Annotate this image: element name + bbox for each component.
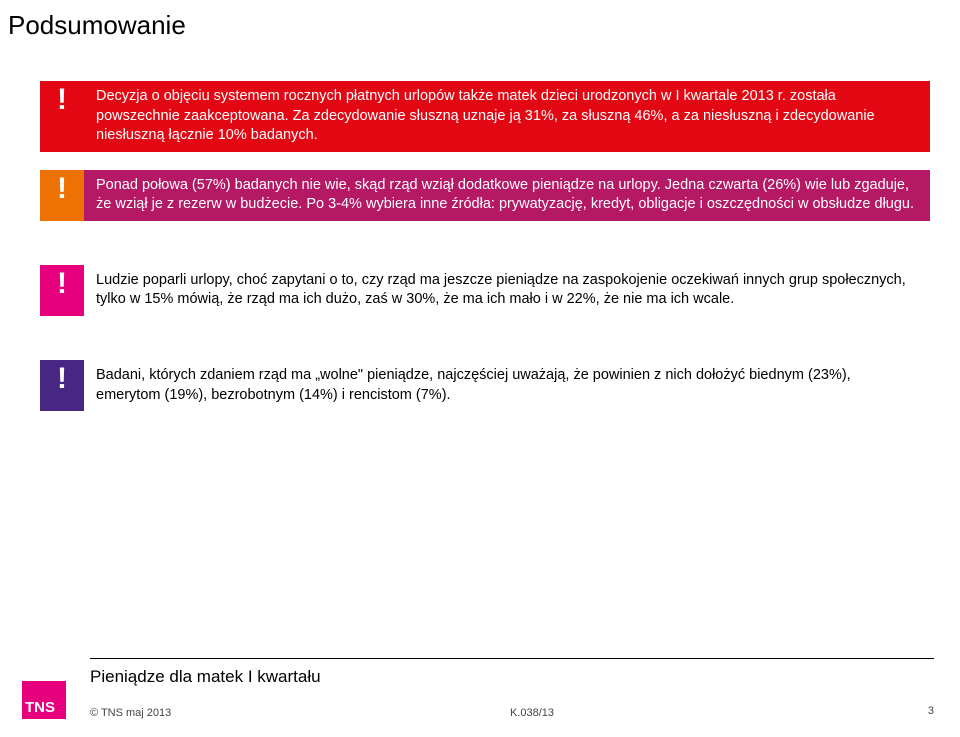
content-area: ! Decyzja o objęciu systemem rocznych pł… xyxy=(0,41,960,411)
footer-divider xyxy=(90,658,934,659)
footer-docref: K.038/13 xyxy=(510,707,870,719)
summary-block-2: ! Ponad połowa (57%) badanych nie wie, s… xyxy=(40,170,930,221)
exclamation-icon: ! xyxy=(40,360,84,411)
tns-logo: TNS xyxy=(22,681,66,719)
footer: Pieniądze dla matek I kwartału TNS © TNS… xyxy=(0,658,960,719)
page-title: Podsumowanie xyxy=(0,0,960,41)
exclamation-icon: ! xyxy=(40,265,84,316)
footer-meta: © TNS maj 2013 K.038/13 xyxy=(90,707,960,719)
summary-text-1: Decyzja o objęciu systemem rocznych płat… xyxy=(84,81,930,152)
exclamation-icon: ! xyxy=(40,81,84,152)
page-number: 3 xyxy=(928,705,934,717)
footer-title: Pieniądze dla matek I kwartału xyxy=(90,667,960,687)
summary-block-3: ! Ludzie poparli urlopy, choć zapytani o… xyxy=(40,265,930,316)
summary-block-4: ! Badani, których zdaniem rząd ma „wolne… xyxy=(40,360,930,411)
summary-text-4: Badani, których zdaniem rząd ma „wolne" … xyxy=(84,360,930,411)
summary-text-2: Ponad połowa (57%) badanych nie wie, ską… xyxy=(84,170,930,221)
summary-text-3: Ludzie poparli urlopy, choć zapytani o t… xyxy=(84,265,930,316)
exclamation-icon: ! xyxy=(40,170,84,221)
summary-block-1: ! Decyzja o objęciu systemem rocznych pł… xyxy=(40,81,930,152)
footer-copyright: © TNS maj 2013 xyxy=(90,707,510,719)
